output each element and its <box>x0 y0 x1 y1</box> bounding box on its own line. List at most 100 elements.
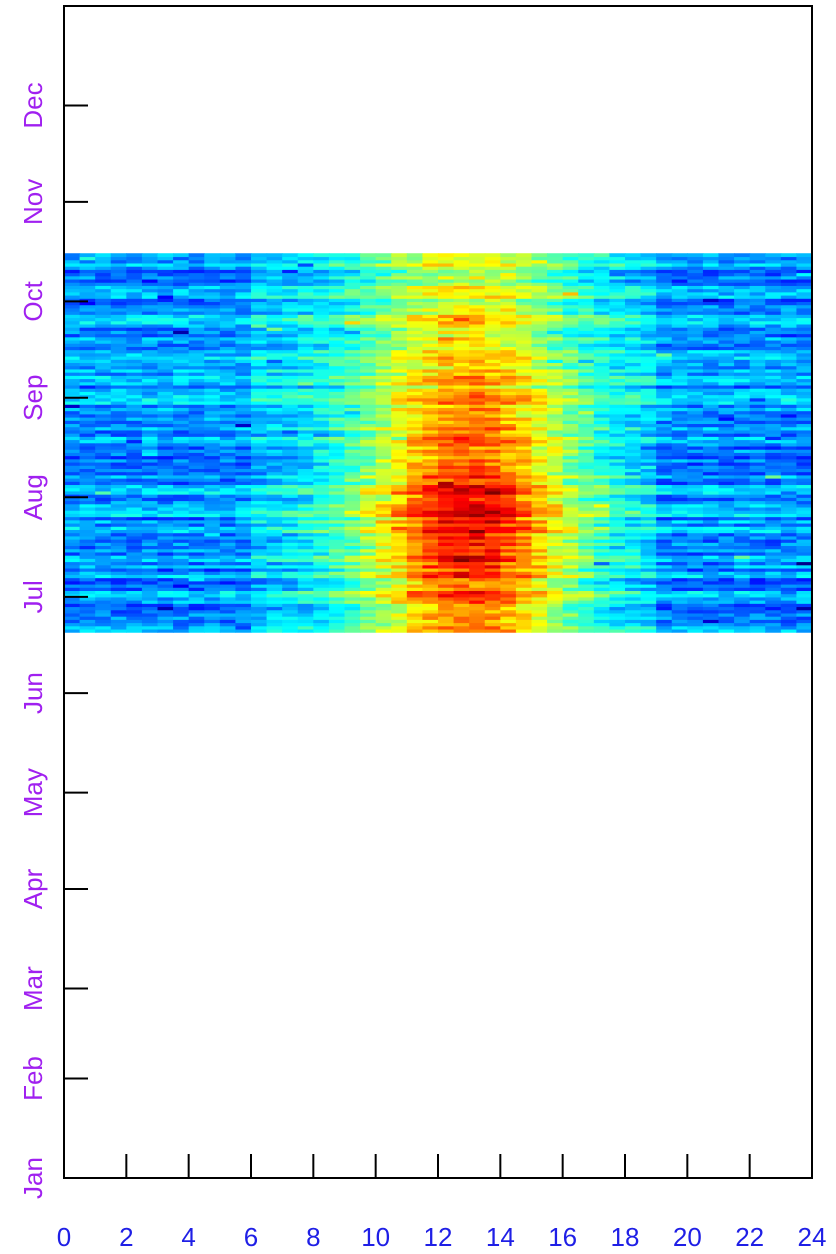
heat-cell <box>375 346 392 351</box>
heat-cell <box>219 551 237 556</box>
heat-cell <box>625 609 642 614</box>
heat-cell <box>64 304 81 309</box>
heat-cell <box>687 362 704 367</box>
heat-cell <box>344 461 361 466</box>
heat-cell <box>188 558 205 563</box>
heat-cell <box>469 555 486 559</box>
heat-cell <box>484 558 501 563</box>
heat-cell <box>188 526 205 530</box>
heat-cell <box>173 484 190 489</box>
heat-cell <box>79 616 96 620</box>
heat-cell <box>515 327 533 331</box>
heat-cell <box>578 304 595 309</box>
heat-cell <box>188 506 205 511</box>
heat-cell <box>188 343 205 347</box>
heat-cell <box>671 612 688 617</box>
heat-cell <box>251 410 268 415</box>
heat-cell <box>718 590 735 595</box>
heat-cell <box>656 378 673 383</box>
heat-cell <box>671 333 688 338</box>
heat-cell <box>235 596 252 601</box>
heat-cell <box>328 413 346 418</box>
heat-cell <box>95 294 112 299</box>
heat-cell <box>204 603 221 608</box>
heat-cell <box>375 468 392 473</box>
heat-cell <box>453 622 470 627</box>
heat-cell <box>95 555 112 559</box>
heat-cell <box>141 439 159 444</box>
heat-cell <box>469 529 486 534</box>
heat-cell <box>391 439 408 444</box>
heat-cell <box>796 330 813 335</box>
heat-cell <box>765 484 782 489</box>
heat-cell <box>562 625 579 630</box>
heat-cell <box>438 391 455 396</box>
heat-cell <box>173 381 190 386</box>
heat-cell <box>173 577 190 582</box>
heat-cell <box>188 397 205 402</box>
heat-cell <box>484 500 501 505</box>
heat-cell <box>578 452 595 457</box>
heat-cell <box>609 494 626 498</box>
heat-cell <box>313 391 330 396</box>
heat-cell <box>796 381 813 386</box>
heat-cell <box>235 577 252 582</box>
heat-cell <box>469 362 486 367</box>
heat-cell <box>141 413 159 418</box>
heat-cell <box>687 529 704 534</box>
heat-cell <box>734 561 751 566</box>
heat-cell <box>297 510 314 514</box>
heat-cell <box>188 317 205 322</box>
heat-cell <box>562 580 579 585</box>
heat-cell <box>79 542 96 547</box>
heat-cell <box>235 394 252 399</box>
heat-cell <box>547 458 564 463</box>
heat-cell <box>251 497 268 502</box>
heat-cell <box>687 452 704 457</box>
heat-cell <box>469 317 486 322</box>
heat-cell <box>219 436 237 441</box>
heat-cell <box>375 500 392 505</box>
heat-cell <box>204 600 221 604</box>
heat-cell <box>110 410 127 415</box>
heat-cell <box>702 323 720 328</box>
heat-cell <box>235 539 252 543</box>
heat-cell <box>157 327 174 331</box>
heat-cell <box>266 580 283 585</box>
heat-cell <box>126 307 143 312</box>
heat-cell <box>656 455 673 460</box>
heat-cell <box>313 458 330 463</box>
heat-cell <box>375 600 392 604</box>
heat-cell <box>656 330 673 335</box>
heat-cell <box>188 481 205 486</box>
heat-cell <box>718 484 735 489</box>
heat-cell <box>780 368 798 373</box>
heat-cell <box>671 429 688 434</box>
heat-cell <box>391 497 408 502</box>
heat-cell <box>484 532 501 537</box>
heat-cell <box>796 311 813 315</box>
heat-cell <box>749 548 766 553</box>
heat-cell <box>702 445 720 450</box>
heat-cell <box>110 336 127 341</box>
heat-cell <box>578 564 595 569</box>
heat-cell <box>640 494 657 498</box>
heat-cell <box>484 436 501 441</box>
heat-cell <box>79 490 96 495</box>
heat-cell <box>406 349 424 354</box>
heat-cell <box>609 526 626 530</box>
heat-cell <box>266 381 283 386</box>
heat-cell <box>391 465 408 469</box>
heat-cell <box>640 516 657 521</box>
heat-cell <box>313 394 330 399</box>
heat-cell <box>547 510 564 514</box>
heat-cell <box>297 574 314 579</box>
heat-cell <box>656 628 673 633</box>
heat-cell <box>188 445 205 450</box>
heat-cell <box>671 471 688 476</box>
heat-cell <box>593 545 611 550</box>
heat-cell <box>671 529 688 534</box>
heat-cell <box>547 333 564 338</box>
heat-cell <box>79 532 96 537</box>
heat-cell <box>282 317 299 322</box>
